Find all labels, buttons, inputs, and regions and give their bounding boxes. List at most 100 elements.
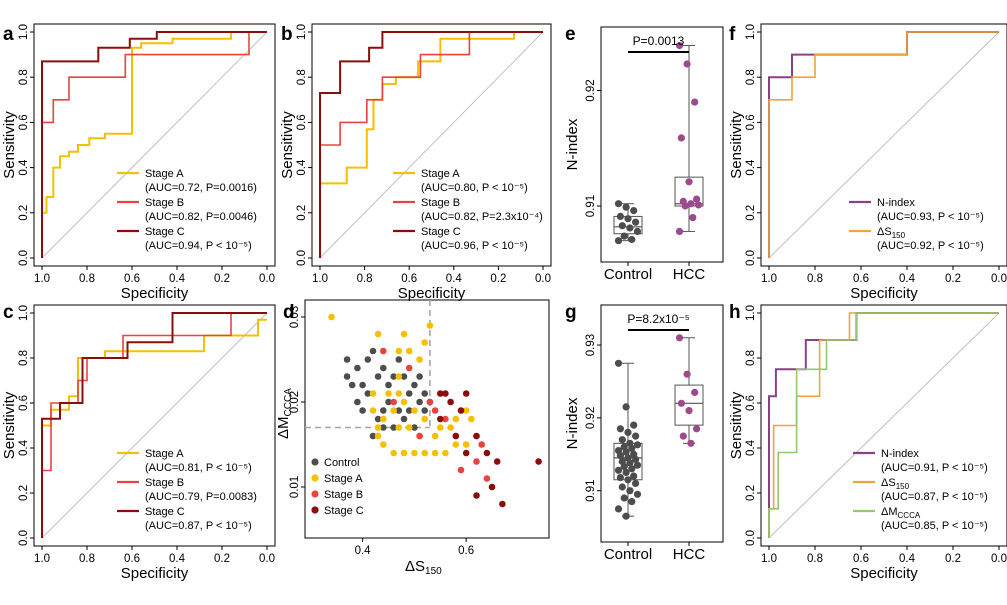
box-point-hcc [685, 407, 693, 415]
scatter-point-stage-a [437, 424, 444, 431]
scatter-point-control [380, 364, 387, 372]
box-point-control [620, 494, 628, 502]
x-tick-label: 0.2 [945, 273, 961, 285]
box-point-control [628, 444, 636, 452]
scatter-point-stage-a [468, 415, 475, 423]
reference-diagonal [768, 31, 1000, 259]
y-axis-title: Sensitivity [1, 391, 18, 459]
y-tick-label: 0.2 [296, 205, 308, 221]
panel-label: f [729, 24, 736, 45]
roc-curve--s [768, 31, 999, 258]
box-point-control [622, 203, 630, 211]
scatter-point-stage-c [473, 432, 480, 440]
legend-label: Stage B [421, 197, 460, 209]
legend-label: Control [324, 457, 359, 469]
scatter-point-stage-c [488, 483, 496, 491]
scatter-point-control [343, 356, 351, 363]
legend-stats: (AUC=0.87, P < 10⁻⁵) [145, 520, 252, 532]
scatter-point-stage-c [447, 398, 454, 406]
y-axis-title: Sensitivity [279, 111, 296, 179]
scatter-point-stage-c [462, 390, 470, 397]
y-tick-label: 0.0 [745, 250, 757, 266]
scatter-point-stage-a [395, 390, 403, 397]
scatter-point-stage-b [405, 364, 413, 372]
box-point-hcc [687, 200, 695, 208]
scatter-point-stage-a [405, 424, 413, 431]
scatter-point-control [395, 356, 403, 363]
legend-stats: (AUC=0.81, P < 10⁻⁵) [145, 462, 252, 474]
legend-marker [311, 490, 319, 498]
scatter-point-stage-c [452, 432, 460, 440]
scatter-point-stage-b [483, 475, 491, 482]
box-point-control [616, 474, 625, 482]
scatter-point-control [369, 347, 377, 355]
box-point-hcc [689, 214, 697, 222]
y-tick-label: 0.2 [18, 205, 30, 221]
scatter-point-control [411, 424, 418, 431]
scatter-point-stage-a [390, 449, 398, 457]
reference-diagonal [768, 312, 1000, 539]
scatter-point-stage-a [452, 441, 460, 448]
plot-frame [33, 304, 276, 547]
y-tick-label: 1.0 [18, 24, 30, 40]
scatter-point-stage-a [421, 415, 429, 423]
legend-stats: (AUC=0.91, P < 10⁻⁵) [881, 462, 988, 474]
y-tick-label: 0.02 [289, 391, 301, 413]
y-tick-label: 0.91 [585, 195, 597, 217]
x-tick-label: 0.8 [79, 553, 95, 565]
legend-label: Stage A [421, 168, 460, 180]
x-tick-label: 0.2 [945, 553, 961, 565]
legend-marker [311, 506, 319, 514]
scatter-point-stage-c [535, 458, 542, 465]
scatter-point-stage-a [462, 441, 470, 448]
x-tick-label: 0.4 [899, 553, 916, 565]
x-tick-label: Control [604, 546, 652, 563]
box-point-control [626, 459, 634, 467]
y-tick-label: 0.4 [296, 159, 308, 176]
scatter-point-control [364, 390, 372, 397]
y-tick-label: 0.93 [585, 334, 597, 356]
box-point-control [616, 425, 625, 433]
box-point-control [633, 490, 642, 498]
scatter-point-stage-a [374, 330, 382, 338]
legend-marker [311, 474, 319, 482]
y-axis-title: ΔMCCCA [275, 388, 294, 439]
scatter-point-stage-a [411, 449, 418, 457]
x-tick-label: 1.0 [34, 553, 50, 565]
x-axis-title: Specificity [850, 565, 918, 582]
box-point-hcc [693, 425, 701, 433]
scatter-point-stage-a [452, 415, 460, 423]
panel-d: 0.4 0.6 0.01 0.02 0.03 ΔS150 ΔMCCCA d Control Sta… [275, 299, 550, 577]
scatter-point-stage-a [369, 407, 377, 414]
scatter-point-control [354, 364, 361, 372]
x-tick-label: 0.6 [124, 553, 140, 565]
legend-label: Stage A [145, 448, 184, 460]
x-tick-label: 0.0 [259, 273, 275, 285]
y-tick-label: 0.0 [745, 530, 757, 546]
panel-label: h [729, 302, 741, 323]
x-axis-title: Specificity [850, 285, 918, 302]
scatter-point-stage-a [421, 339, 429, 346]
scatter-point-stage-a [385, 390, 392, 397]
y-tick-label: 0.2 [745, 205, 757, 221]
y-tick-label: 0.0 [18, 250, 30, 266]
x-tick-label: 0.0 [535, 273, 551, 285]
x-tick-label: 0.4 [169, 553, 186, 565]
box-point-control [626, 224, 634, 232]
box-point-control [622, 468, 630, 477]
box-point-hcc [691, 98, 699, 106]
x-tick-label: 0.8 [807, 553, 823, 565]
y-axis-title: Sensitivity [728, 111, 745, 179]
scatter-point-stage-b [478, 441, 486, 448]
y-tick-label: 0.8 [18, 69, 30, 85]
x-tick-label: 0.2 [214, 553, 230, 565]
scatter-point-stage-a [374, 424, 382, 431]
x-tick-label: HCC [673, 546, 706, 563]
x-tick-label: 0.0 [991, 553, 1007, 565]
scatter-point-control [421, 390, 429, 397]
x-tick-label: 0.2 [490, 273, 506, 285]
box-point-control [628, 498, 636, 506]
scatter-point-control [369, 432, 377, 440]
y-tick-label: 0.92 [585, 407, 597, 429]
legend-label: ΔS150 [881, 477, 910, 491]
